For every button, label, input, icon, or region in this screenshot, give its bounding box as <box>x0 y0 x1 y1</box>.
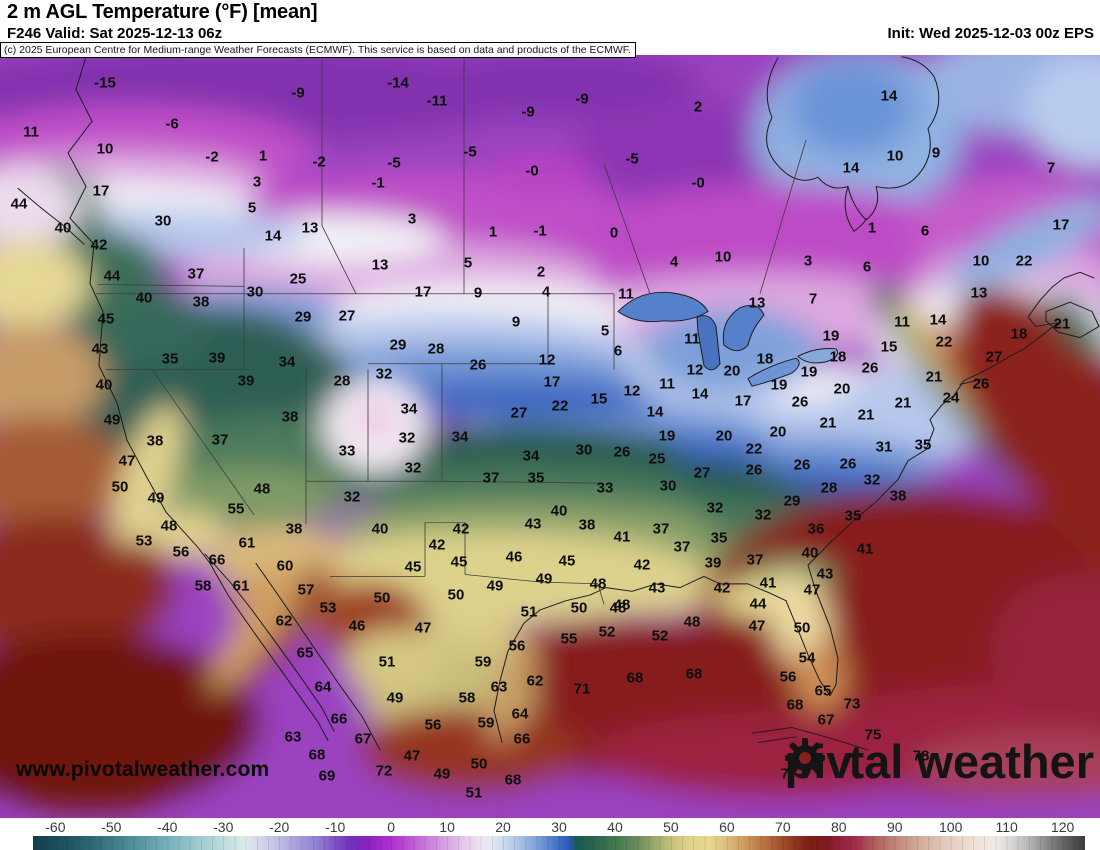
coastlines-and-borders <box>17 56 1100 751</box>
colorbar-tick: 30 <box>551 819 567 835</box>
colorbar-tick: 60 <box>719 819 735 835</box>
cuba-coastline <box>751 727 869 751</box>
mexico-mainland-coastline <box>255 562 381 751</box>
colorbar-tick: 120 <box>1050 819 1075 835</box>
colorbar-tick: 20 <box>495 819 511 835</box>
long-island-coastline <box>959 378 987 385</box>
model-init-time: Init: Wed 2025-12-03 00z EPS <box>887 25 1094 42</box>
colorbar-tick: 100 <box>939 819 963 835</box>
colorbar-tick: -50 <box>101 819 122 835</box>
watermark-url: www.pivotalweather.com <box>16 758 270 781</box>
colorbar-tick: 70 <box>775 819 791 835</box>
colorbar-tick: -10 <box>325 819 346 835</box>
florida-coastline <box>785 564 839 697</box>
james-bay-coastline <box>844 186 867 232</box>
colorbar-tick: 40 <box>607 819 623 835</box>
nova-scotia-coastline <box>1045 301 1100 339</box>
temperature-field <box>0 55 1100 811</box>
atlantic-coastline <box>807 271 1095 566</box>
forecast-valid-time: F246 Valid: Sat 2025-12-13 06z <box>7 25 223 42</box>
colorbar-gradient-strip <box>33 836 1085 850</box>
pivotal-weather-logo: piv <box>784 735 1094 788</box>
colorbar-tick: 80 <box>830 819 847 835</box>
colorbar-tick: 110 <box>995 819 1018 835</box>
colorbar-tick: 50 <box>663 819 679 835</box>
gulf-coastline <box>493 609 541 743</box>
colorbar-tick-row: -60 -50 -40 -30 -20 -10 0 10 20 30 40 50 60 70 80 90 100… <box>0 819 1100 835</box>
colorbar-tick: -40 <box>157 819 178 835</box>
colorbar: -60 -50 -40 -30 -20 -10 0 10 20 30 40 50 60 70 80 90 100… <box>0 818 1100 850</box>
page-title: 2 m AGL Temperature (°F) [mean] <box>7 1 318 23</box>
great-lakes <box>617 291 839 387</box>
copyright-banner: (c) 2025 European Centre for Medium-rang… <box>0 42 636 58</box>
temperature-map: www.pivotalweather.com piv <box>0 55 1100 818</box>
baja-gulf-coastline <box>204 553 335 732</box>
colorbar-tick: 0 <box>387 819 396 835</box>
colorbar-tick: -30 <box>213 819 234 835</box>
colorbar-tick: -20 <box>269 819 290 835</box>
vancouver-island-coastline <box>17 187 85 245</box>
map-canvas <box>0 55 1100 811</box>
pacific-coastline <box>67 56 329 742</box>
state-borders <box>96 56 807 605</box>
colorbar-tick: 90 <box>886 819 903 835</box>
colorbar-tick: -60 <box>45 819 66 835</box>
logo-text-right: tal weather <box>848 735 1094 788</box>
gulf-coastline-east <box>539 575 787 611</box>
colorbar-tick: 10 <box>439 819 455 835</box>
